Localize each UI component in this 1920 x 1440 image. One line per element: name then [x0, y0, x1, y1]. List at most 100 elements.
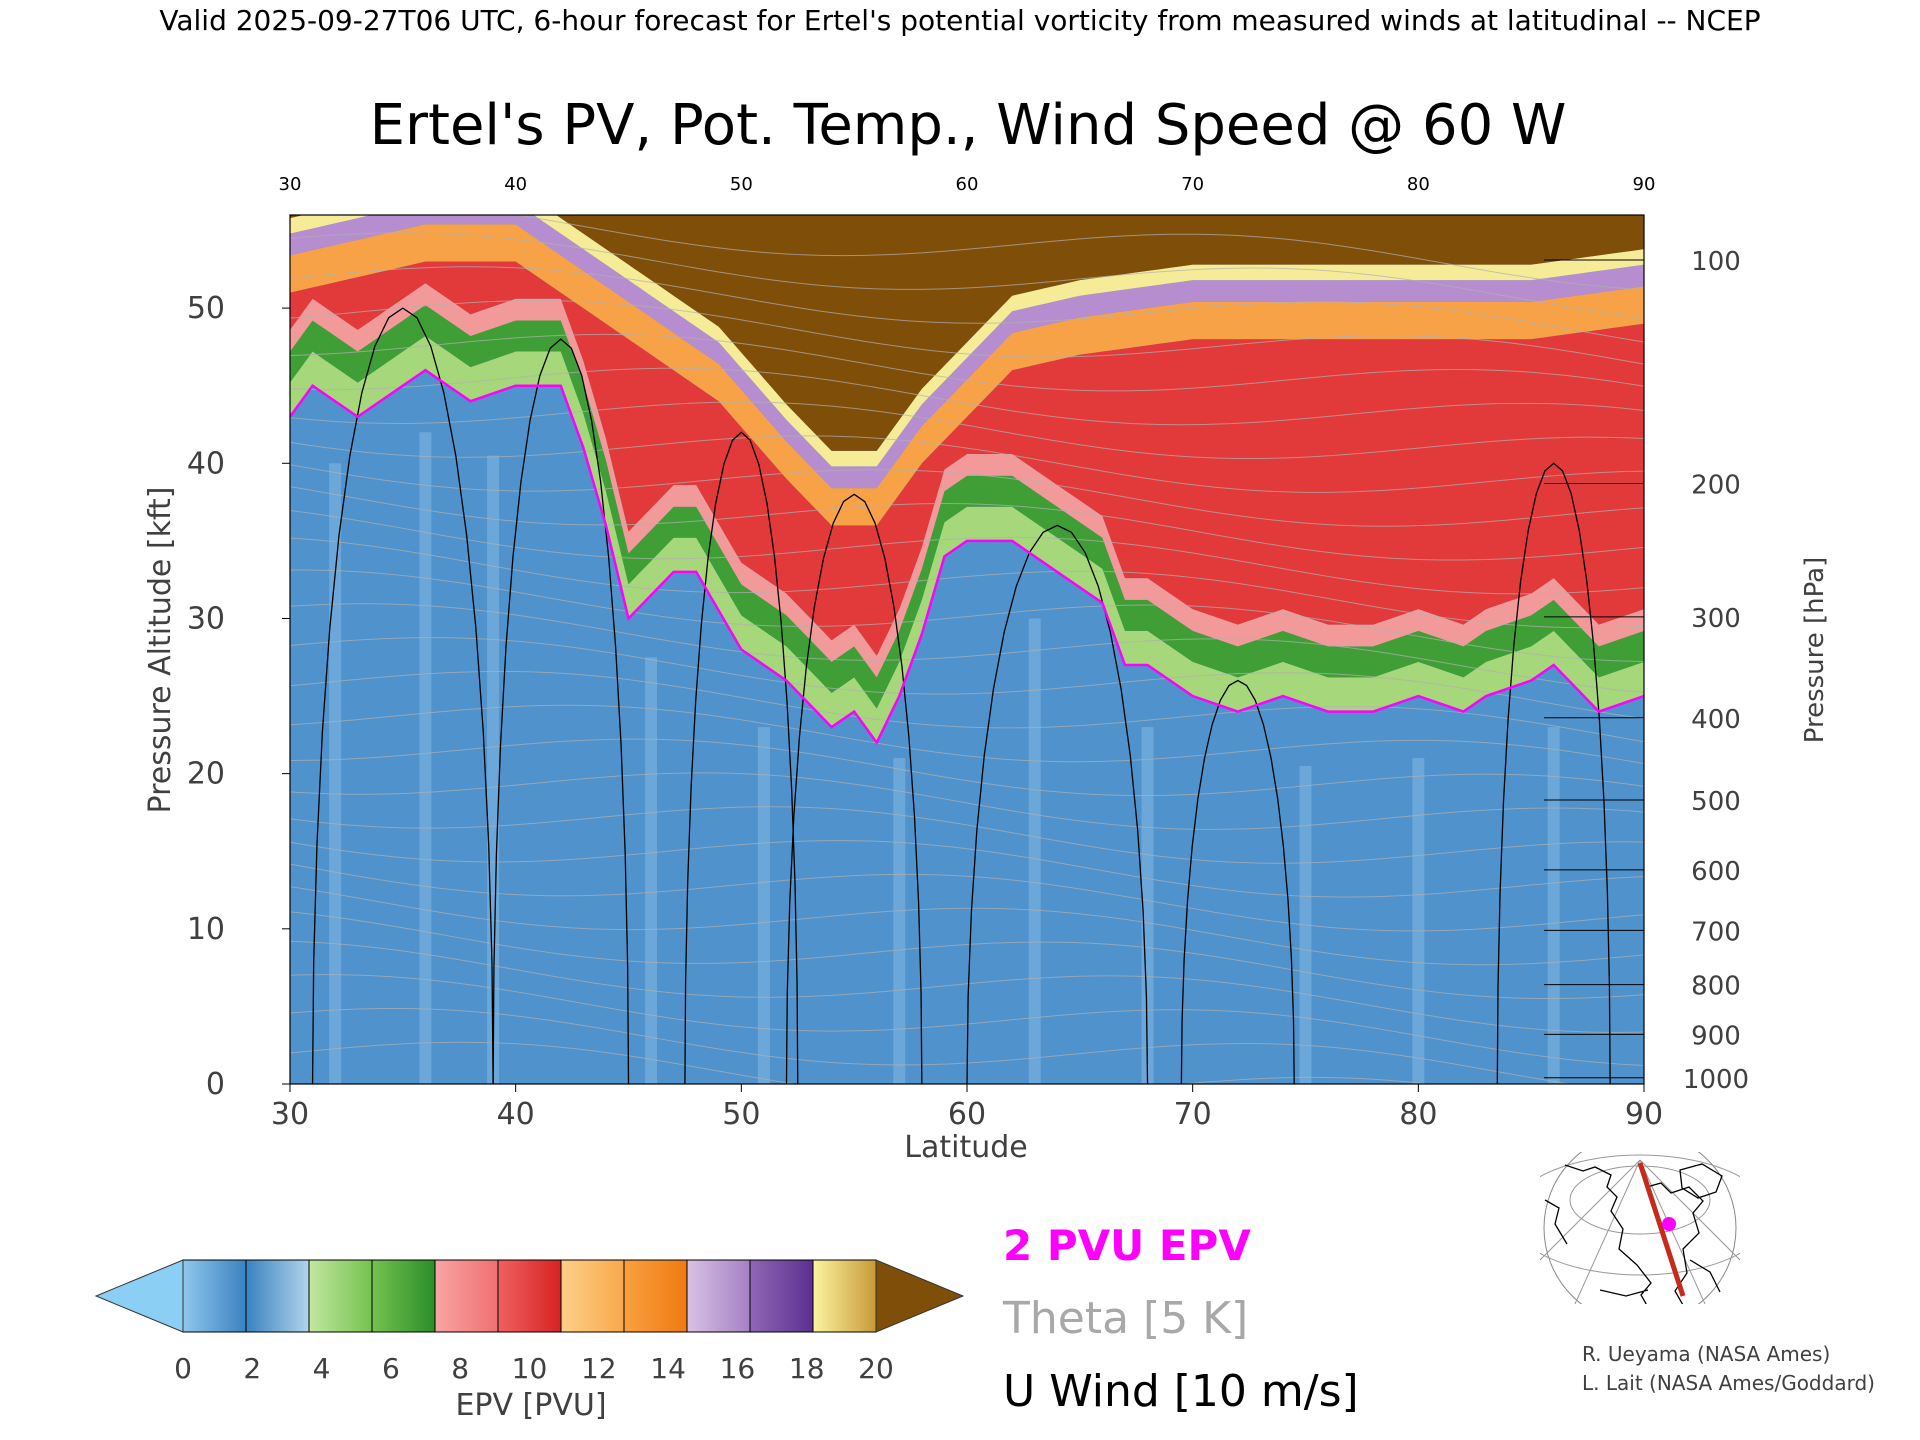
pressure-tick-label: 100 [1691, 247, 1741, 277]
pressure-tick-label: 800 [1691, 972, 1741, 1002]
colorbar-tick-label: 12 [581, 1352, 617, 1385]
map-meridian [1639, 1159, 1706, 1304]
theta-contour-line [290, 806, 1644, 864]
theta-contour-line [290, 738, 1644, 797]
theta-contour-line [290, 367, 1644, 426]
epv-low-streak [1028, 618, 1041, 1084]
theta-contour-line [290, 1041, 1432, 1084]
y-tick-label: 0 [206, 1067, 225, 1102]
map-location-marker [1662, 1217, 1676, 1231]
x-top-tick-label: 60 [956, 174, 979, 195]
locator-map [1540, 1152, 1740, 1304]
theta-contour-line [290, 670, 1644, 743]
epv-band-brown [290, 215, 1644, 451]
plot-area [289, 214, 1645, 1085]
theta-contour-line [290, 940, 1644, 1033]
epv-low-streak [487, 455, 500, 1084]
map-meridian [1574, 1159, 1641, 1304]
colorbar-bin [812, 1259, 877, 1333]
epv-low-streak [757, 727, 770, 1084]
theta-contour-line [290, 911, 1644, 1000]
colorbar-bin [245, 1259, 310, 1333]
u-wind-contour-line [1180, 679, 1295, 1084]
theta-contour-line [290, 401, 1644, 460]
theta-contour-line [290, 333, 1644, 392]
epv-low-streak [1141, 727, 1154, 1084]
y-axis-label: Pressure Altitude [kft] [143, 487, 178, 814]
u-wind-contour-line [785, 493, 923, 1084]
colorbar-bin [560, 1259, 625, 1333]
y-tick-label: 20 [187, 757, 225, 792]
theta-contour-line [290, 509, 1644, 595]
theta-contour-line [290, 637, 1644, 720]
two-pvu-contour [290, 368, 1644, 746]
colorbar-tick-label: 14 [650, 1352, 686, 1385]
u-wind-contours [311, 307, 1611, 1084]
theta-contour-line [290, 435, 1644, 493]
y-tick-label: 40 [187, 446, 225, 481]
epv-low-streak [419, 432, 432, 1084]
u-wind-contour-line [684, 431, 799, 1084]
theta-contour-line [290, 603, 1644, 693]
x-tick-label: 80 [1399, 1097, 1437, 1132]
epv-band-green [290, 305, 1644, 709]
colorbar-bin [497, 1259, 562, 1333]
legend-2pvu: 2 PVU EPV [1003, 1221, 1251, 1270]
colorbar-over-arrow [875, 1259, 965, 1333]
theta-contour-line [290, 863, 1644, 932]
theta-contour-line [290, 266, 1644, 343]
pressure-tick-label: 1000 [1683, 1065, 1749, 1095]
x-tick-label: 60 [948, 1097, 986, 1132]
map-cross-section-line [1637, 1162, 1686, 1297]
legend-theta: Theta [5 K] [1002, 1293, 1248, 1344]
theta-contour-line [290, 486, 1644, 561]
colorbar-bin [686, 1259, 751, 1333]
credit-line-2: L. Lait (NASA Ames/Goddard) [1582, 1371, 1875, 1395]
x-tick-label: 90 [1625, 1097, 1663, 1132]
x-tick-label: 50 [722, 1097, 760, 1132]
theta-contour-line [514, 215, 1644, 290]
u-wind-contour-line [966, 524, 1149, 1084]
epv-band-yellow [290, 215, 1644, 467]
theta-contour-line [290, 772, 1644, 830]
pressure-tick-label: 600 [1691, 857, 1741, 887]
chart-title: Ertel's PV, Pot. Temp., Wind Speed @ 60 … [370, 93, 1567, 158]
x-axis-label: Latitude [904, 1130, 1027, 1165]
y-tick-label: 10 [187, 912, 225, 947]
series-legend: 2 PVU EPV Theta [5 K] U Wind [10 m/s] [1002, 1221, 1359, 1417]
x-tick-label: 40 [497, 1097, 535, 1132]
legend-u-wind: U Wind [10 m/s] [1003, 1366, 1359, 1417]
colorbar-tick-label: 20 [858, 1352, 894, 1385]
x-top-tick-label: 30 [279, 174, 302, 195]
epv-band-purple [290, 215, 1644, 489]
colorbar-tick-label: 8 [451, 1352, 469, 1385]
colorbar-tick-label: 18 [789, 1352, 825, 1385]
x-top-tick-label: 50 [730, 174, 753, 195]
credit-line-1: R. Ueyama (NASA Ames) [1582, 1342, 1830, 1366]
theta-contour-line [290, 886, 1644, 966]
theta-contour-line [290, 704, 1644, 765]
x-top-tick-label: 70 [1181, 174, 1204, 195]
u-wind-contour-line [311, 307, 494, 1084]
u-wind-contour-line [492, 338, 630, 1084]
x-tick-label: 30 [271, 1097, 309, 1132]
map-coastline [1544, 1163, 1723, 1304]
x-top-tick-label: 40 [504, 174, 527, 195]
epv-low-streak [893, 758, 906, 1084]
pressure-tick-label: 200 [1691, 470, 1741, 500]
colorbar-bin [434, 1259, 499, 1333]
epv-low-streak [329, 463, 342, 1084]
epv-color-bands [290, 215, 1644, 1084]
epv-band-light-green [290, 336, 1644, 743]
colorbar-bin [371, 1259, 436, 1333]
colorbar-tick-label: 4 [313, 1352, 331, 1385]
epv-colorbar: 0 2 4 6 8 10 12 14 16 18 20 [94, 1259, 965, 1385]
y-tick-label: 50 [187, 291, 225, 326]
pressure-tick-label: 900 [1691, 1021, 1741, 1051]
epv-low-streak [645, 657, 658, 1084]
map-meridian [1540, 1159, 1641, 1261]
colorbar-bin [749, 1259, 814, 1333]
pressure-tick-label: 500 [1691, 787, 1741, 817]
